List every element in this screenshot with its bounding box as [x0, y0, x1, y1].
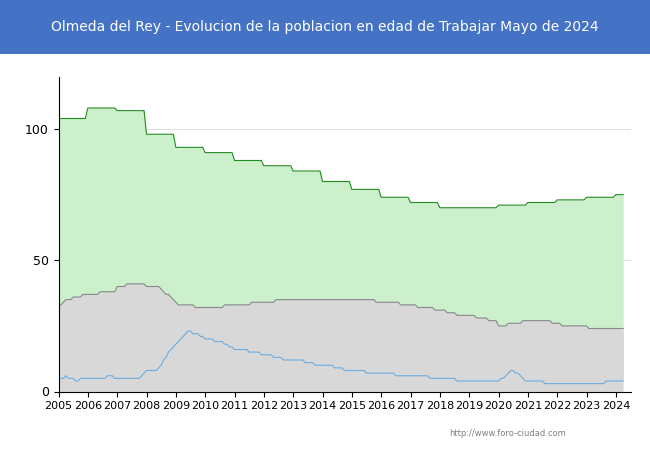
Text: Olmeda del Rey - Evolucion de la poblacion en edad de Trabajar Mayo de 2024: Olmeda del Rey - Evolucion de la poblaci… — [51, 20, 599, 34]
Text: http://www.foro-ciudad.com: http://www.foro-ciudad.com — [448, 429, 566, 438]
